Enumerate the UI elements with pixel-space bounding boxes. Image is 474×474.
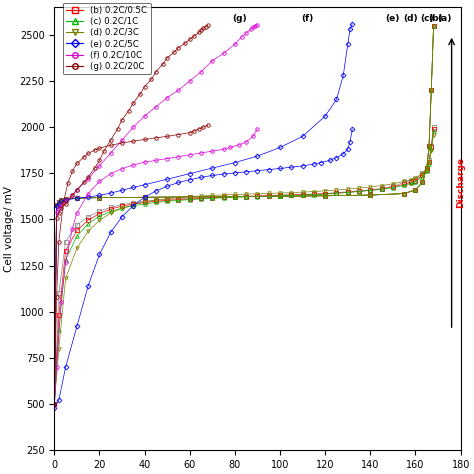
Text: (g): (g) [232,14,247,23]
Text: (f): (f) [301,14,313,23]
Text: (c): (c) [420,14,434,23]
Text: (d): (d) [404,14,418,23]
Legend: (b) 0.2C/0.5C, (c) 0.2C/1C, (d) 0.2C/3C, (e) 0.2C/5C, (f) 0.2C/10C, (g) 0.2C/20C: (b) 0.2C/0.5C, (c) 0.2C/1C, (d) 0.2C/3C,… [63,3,151,74]
Text: Discharge: Discharge [456,157,465,208]
Text: (a): (a) [438,14,452,23]
Text: (b): (b) [428,14,443,23]
Text: (e): (e) [386,14,400,23]
Y-axis label: Cell voltage/ mV: Cell voltage/ mV [4,186,14,272]
